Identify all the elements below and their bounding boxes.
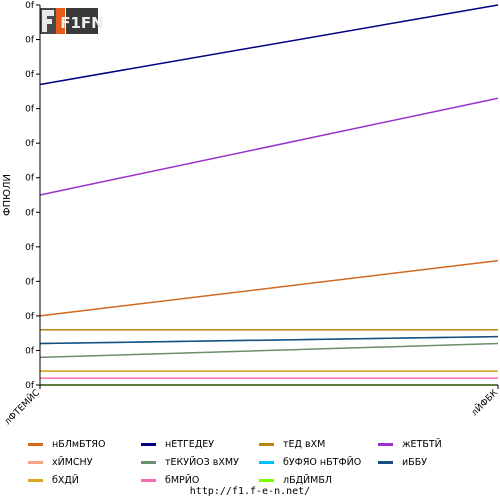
legend-item: тЕД вХМ [259, 436, 378, 452]
legend-label: бУФЯО нБТФЙО [283, 456, 362, 468]
y-tick-label: 0f [25, 36, 35, 46]
legend-label: лБДЙМБЛ [283, 474, 332, 486]
logo-text: F1FN [60, 14, 103, 32]
legend-item: бУФЯО нБТФЙО [259, 454, 378, 470]
y-tick-label: 0f [25, 243, 35, 253]
legend-item: лБДЙМБЛ [259, 472, 378, 488]
y-tick-label: 0f [25, 105, 35, 115]
series-line [39, 4, 499, 86]
legend-swatch [141, 460, 156, 464]
legend-label: бМРЙО [165, 474, 200, 486]
legend-label: бХДЙ [52, 474, 79, 486]
line-chart: F1FN 0f 0f 0f 0f 0f 0f 0f 0f 0f 0f 0f 0f ФПЮЛИ лФТЕМЙ… [1, 1, 500, 427]
legend-label: жЕТБТЙ [402, 438, 442, 450]
legend-item: жЕТБТЙ [378, 436, 497, 452]
legend-swatch [28, 442, 43, 446]
plot-area: 0f 0f 0f 0f 0f 0f 0f 0f 0f 0f 0f 0f ФПЮЛИ лФТЕМЙС лЙФБ… [1, 1, 500, 427]
legend-item: тЕКУЙОЗ вХМУ [141, 454, 259, 470]
y-tick-label: 0f [25, 70, 35, 80]
legend-swatch [28, 478, 43, 482]
y-tick-label: 0f [25, 139, 35, 149]
legend-swatch [259, 460, 274, 464]
series-line [39, 259, 499, 317]
y-tick-label: 0f [25, 346, 35, 356]
legend-label: иББУ [402, 456, 427, 468]
series-line [39, 342, 499, 359]
y-tick-label: 0f [25, 277, 35, 287]
legend-label: нБЛмБТЯО [52, 438, 106, 450]
legend-item: нЕТГЕДЕУ [141, 436, 259, 452]
legend-label: хЙМСНУ [52, 456, 93, 468]
x-tick-label: лЙФБК [468, 386, 500, 418]
footer-url[interactable]: http://f1.f-e-n.net/ [189, 486, 311, 497]
legend-swatch [378, 460, 393, 464]
legend-label: тЕД вХМ [283, 438, 326, 450]
y-tick-label: 0f [25, 174, 35, 184]
legend-swatch [28, 460, 43, 464]
legend-label: тЕКУЙОЗ вХМУ [165, 456, 239, 468]
legend-swatch [378, 442, 393, 446]
legend-label: нЕТГЕДЕУ [165, 438, 215, 450]
legend-swatch [141, 442, 156, 446]
legend: нБЛмБТЯО нЕТГЕДЕУ тЕД вХМ жЕТБТЙ хЙМСНУ тЕКУЙ… [28, 436, 500, 488]
y-tick-label: 0f [25, 381, 35, 391]
series-line [39, 335, 499, 345]
legend-item: нБЛмБТЯО [28, 436, 141, 452]
logo: F1FN [40, 8, 104, 34]
y-tick-label: 0f [25, 1, 35, 11]
legend-item: бХДЙ [28, 472, 141, 488]
y-tick-label: 0f [25, 312, 35, 322]
legend-item: хЙМСНУ [28, 454, 141, 470]
series-line [39, 97, 499, 196]
legend-swatch [141, 478, 156, 482]
x-tick-label: лФТЕМЙС [1, 387, 42, 428]
legend-item: иББУ [378, 454, 497, 470]
legend-item: бМРЙО [141, 472, 259, 488]
y-tick-label: 0f [25, 208, 35, 218]
legend-swatch [259, 478, 274, 482]
y-axis-title: ФПЮЛИ [2, 174, 13, 216]
legend-swatch [259, 442, 274, 446]
